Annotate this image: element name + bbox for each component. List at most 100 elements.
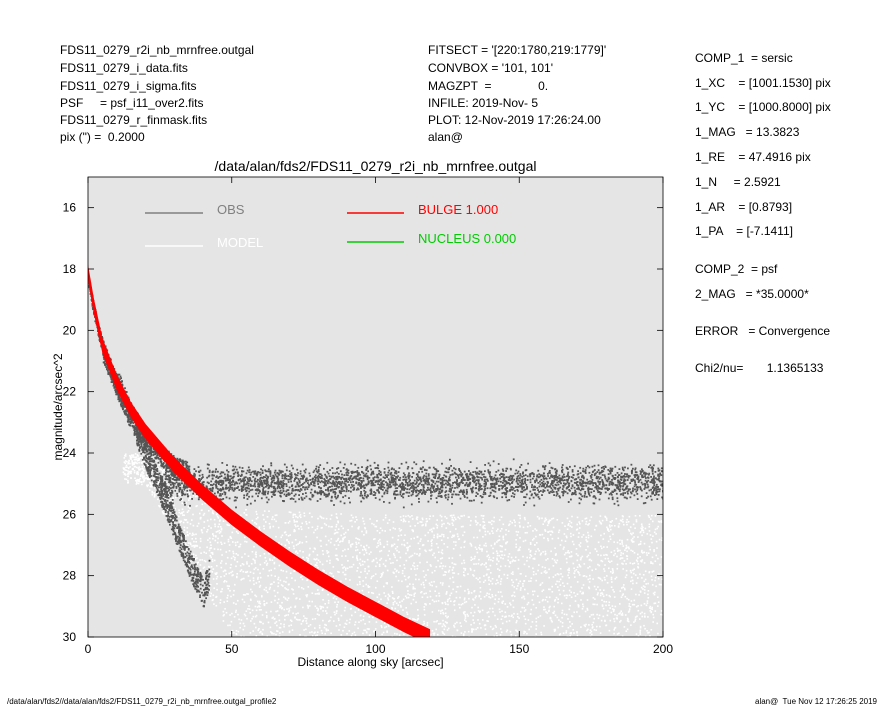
model-point [573, 567, 575, 570]
model-point [352, 556, 354, 558]
obs-point [436, 501, 438, 504]
model-point [656, 527, 658, 530]
model-point [523, 632, 525, 635]
model-point [628, 610, 631, 612]
model-point [187, 506, 190, 508]
model-point [336, 558, 339, 560]
model-point [619, 612, 621, 614]
obs-point [462, 493, 464, 495]
model-point [647, 632, 649, 634]
obs-point [300, 475, 303, 477]
model-point [549, 534, 552, 536]
model-point [545, 596, 548, 598]
obs-point [512, 458, 515, 461]
obs-point [293, 480, 296, 482]
model-point [287, 522, 290, 524]
model-point [333, 611, 336, 613]
obs-point [408, 488, 411, 491]
obs-point [170, 483, 172, 486]
obs-point [462, 482, 464, 484]
model-point [441, 602, 444, 604]
model-point [633, 599, 636, 602]
model-point [412, 618, 414, 620]
model-point [455, 591, 458, 593]
model-point [512, 606, 515, 609]
obs-point [447, 481, 449, 484]
model-point [411, 518, 414, 520]
model-point [400, 519, 403, 521]
model-point [605, 594, 608, 596]
model-point [498, 569, 501, 571]
model-point [401, 570, 404, 572]
model-point [181, 502, 184, 505]
model-point [620, 552, 623, 554]
model-point [403, 564, 405, 566]
model-point [257, 629, 259, 632]
model-point [148, 478, 150, 480]
model-point [632, 540, 635, 543]
model-point [258, 602, 260, 604]
model-point [359, 614, 362, 617]
obs-point [557, 477, 560, 480]
model-point [591, 633, 593, 636]
model-point [624, 588, 626, 591]
obs-point [447, 471, 450, 474]
model-point [319, 515, 322, 518]
obs-point [369, 464, 372, 467]
model-point [232, 594, 235, 596]
obs-point [260, 497, 263, 500]
obs-point [601, 488, 603, 490]
model-point [247, 593, 249, 595]
model-point [313, 547, 316, 549]
model-point [259, 631, 261, 634]
model-point [268, 510, 270, 512]
obs-point [507, 476, 510, 479]
obs-point [382, 483, 385, 486]
obs-point [345, 480, 348, 483]
model-point [294, 530, 296, 532]
model-point [167, 472, 169, 474]
obs-point [630, 478, 633, 481]
model-point [541, 566, 544, 568]
model-point [652, 535, 654, 537]
model-point [328, 525, 330, 528]
model-point [158, 505, 160, 507]
obs-point [546, 484, 548, 486]
model-point [431, 599, 434, 601]
model-point [563, 613, 566, 616]
model-point [196, 562, 199, 564]
model-point [209, 554, 212, 557]
model-point [637, 563, 640, 565]
model-point [467, 615, 469, 617]
model-point [570, 551, 573, 553]
model-point [586, 540, 588, 543]
model-point [356, 607, 358, 609]
obs-point [291, 487, 294, 490]
model-point [141, 453, 144, 455]
model-point [563, 546, 565, 549]
model-point [605, 601, 608, 603]
model-point [532, 558, 535, 560]
model-point [528, 580, 530, 582]
model-point [554, 599, 557, 601]
obs-point [248, 495, 250, 498]
model-point [391, 607, 393, 610]
obs-point [178, 490, 181, 493]
obs-point [221, 483, 224, 486]
model-point [267, 575, 269, 577]
obs-point [254, 470, 257, 473]
model-point [508, 620, 511, 622]
obs-point [607, 473, 610, 475]
model-point [383, 622, 386, 624]
model-point [381, 626, 383, 629]
model-point [647, 593, 649, 596]
model-point [626, 558, 629, 560]
obs-point [654, 471, 657, 473]
model-point [506, 577, 509, 579]
model-point [625, 563, 627, 565]
obs-point [421, 483, 423, 486]
model-point [616, 614, 618, 617]
model-point [183, 529, 186, 531]
model-point [494, 624, 497, 627]
obs-point [351, 477, 354, 480]
